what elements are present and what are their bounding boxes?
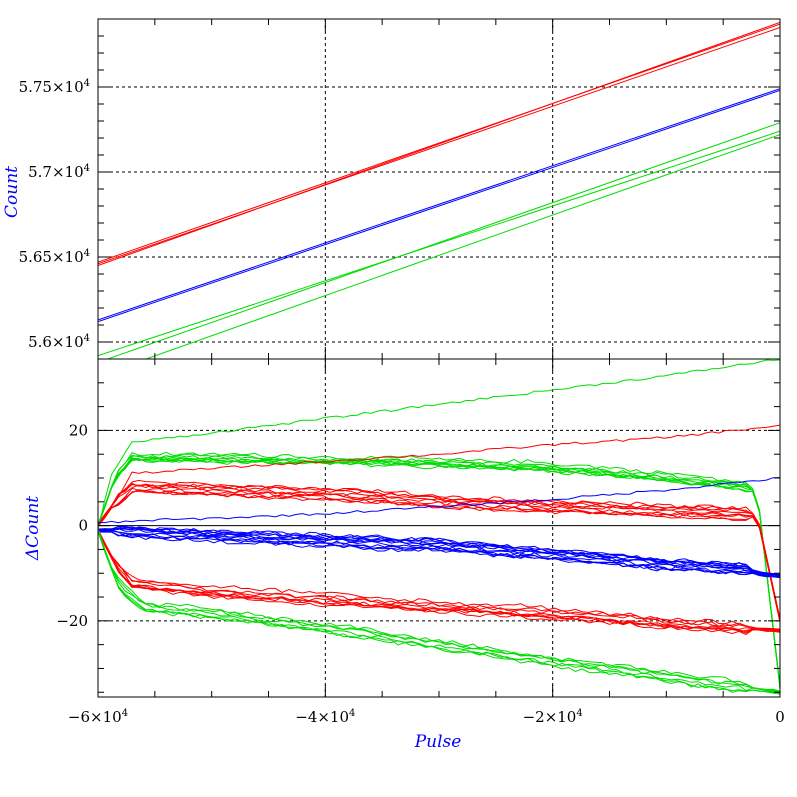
- bottom-grid: [98, 359, 780, 697]
- bottom-series-line: [98, 424, 780, 526]
- bottom-series-line: [98, 531, 780, 632]
- bottom-series-line: [98, 529, 780, 693]
- bottom-series-line: [98, 487, 780, 622]
- x-tick-label: −2×104: [523, 708, 583, 726]
- top-series-line: [98, 27, 780, 265]
- bottom-panel: −20 0 20 −6×104 −4×104 −2×104 0: [56, 358, 785, 726]
- top-series-line: [98, 23, 780, 263]
- bottom-series-line: [98, 454, 780, 688]
- bottom-series-line: [98, 531, 780, 694]
- top-series-line: [98, 88, 780, 321]
- bottom-y-axis-title: ΔCount: [23, 496, 43, 561]
- top-y-tick-label: 5.65×104: [19, 248, 90, 266]
- bottom-series-line: [98, 484, 780, 622]
- bottom-series-line: [98, 482, 780, 620]
- x-tick-label: −6×104: [68, 708, 128, 726]
- top-series-line: [98, 89, 780, 323]
- bottom-series-line: [98, 529, 780, 631]
- x-tick-labels: −6×104 −4×104 −2×104 0: [68, 708, 785, 726]
- bottom-y-tick-label: 20: [69, 421, 88, 439]
- bottom-series-line: [98, 529, 780, 631]
- x-tick-label: −4×104: [295, 708, 355, 726]
- bottom-series-line: [98, 526, 780, 576]
- bottom-y-tick-label: −20: [56, 612, 88, 630]
- top-y-axis-title: Count: [2, 166, 22, 218]
- x-axis-title: Pulse: [414, 732, 462, 752]
- top-panel: 5.6×104 5.65×104 5.7×104 5.75×104: [19, 18, 781, 360]
- bottom-series-line: [98, 453, 780, 687]
- bottom-series-group: [98, 359, 780, 695]
- bottom-panel-frame: [97, 358, 781, 698]
- bottom-series-line: [98, 529, 780, 630]
- top-y-tick-label: 5.75×104: [19, 78, 90, 96]
- bottom-series-line: [98, 525, 780, 575]
- bottom-series-line: [98, 458, 780, 689]
- bottom-series-line: [98, 526, 780, 576]
- top-y-tick-label: 5.7×104: [28, 163, 90, 181]
- bottom-y-tick-labels: −20 0 20: [56, 421, 88, 629]
- top-series-line: [98, 21, 780, 266]
- bottom-series-line: [98, 530, 780, 692]
- bottom-y-tick-label: 0: [78, 517, 88, 535]
- bottom-series-line: [98, 531, 780, 579]
- bottom-series-line: [98, 531, 780, 695]
- bottom-ticks: [97, 358, 781, 697]
- bottom-series-line: [98, 477, 780, 524]
- x-tick-label: 0: [775, 708, 785, 726]
- bottom-series-line: [98, 529, 780, 577]
- top-grid: [98, 19, 780, 359]
- bottom-series-line: [98, 359, 780, 530]
- top-series-group: [98, 21, 780, 359]
- top-y-tick-labels: 5.6×104 5.65×104 5.7×104 5.75×104: [19, 78, 90, 351]
- top-series-line: [106, 122, 780, 359]
- bottom-series-line: [98, 531, 780, 636]
- bottom-series-line: [98, 451, 780, 687]
- top-y-tick-label: 5.6×104: [28, 333, 90, 351]
- bottom-series-line: [98, 530, 780, 578]
- top-series-line: [144, 134, 780, 359]
- top-series-line: [98, 130, 780, 357]
